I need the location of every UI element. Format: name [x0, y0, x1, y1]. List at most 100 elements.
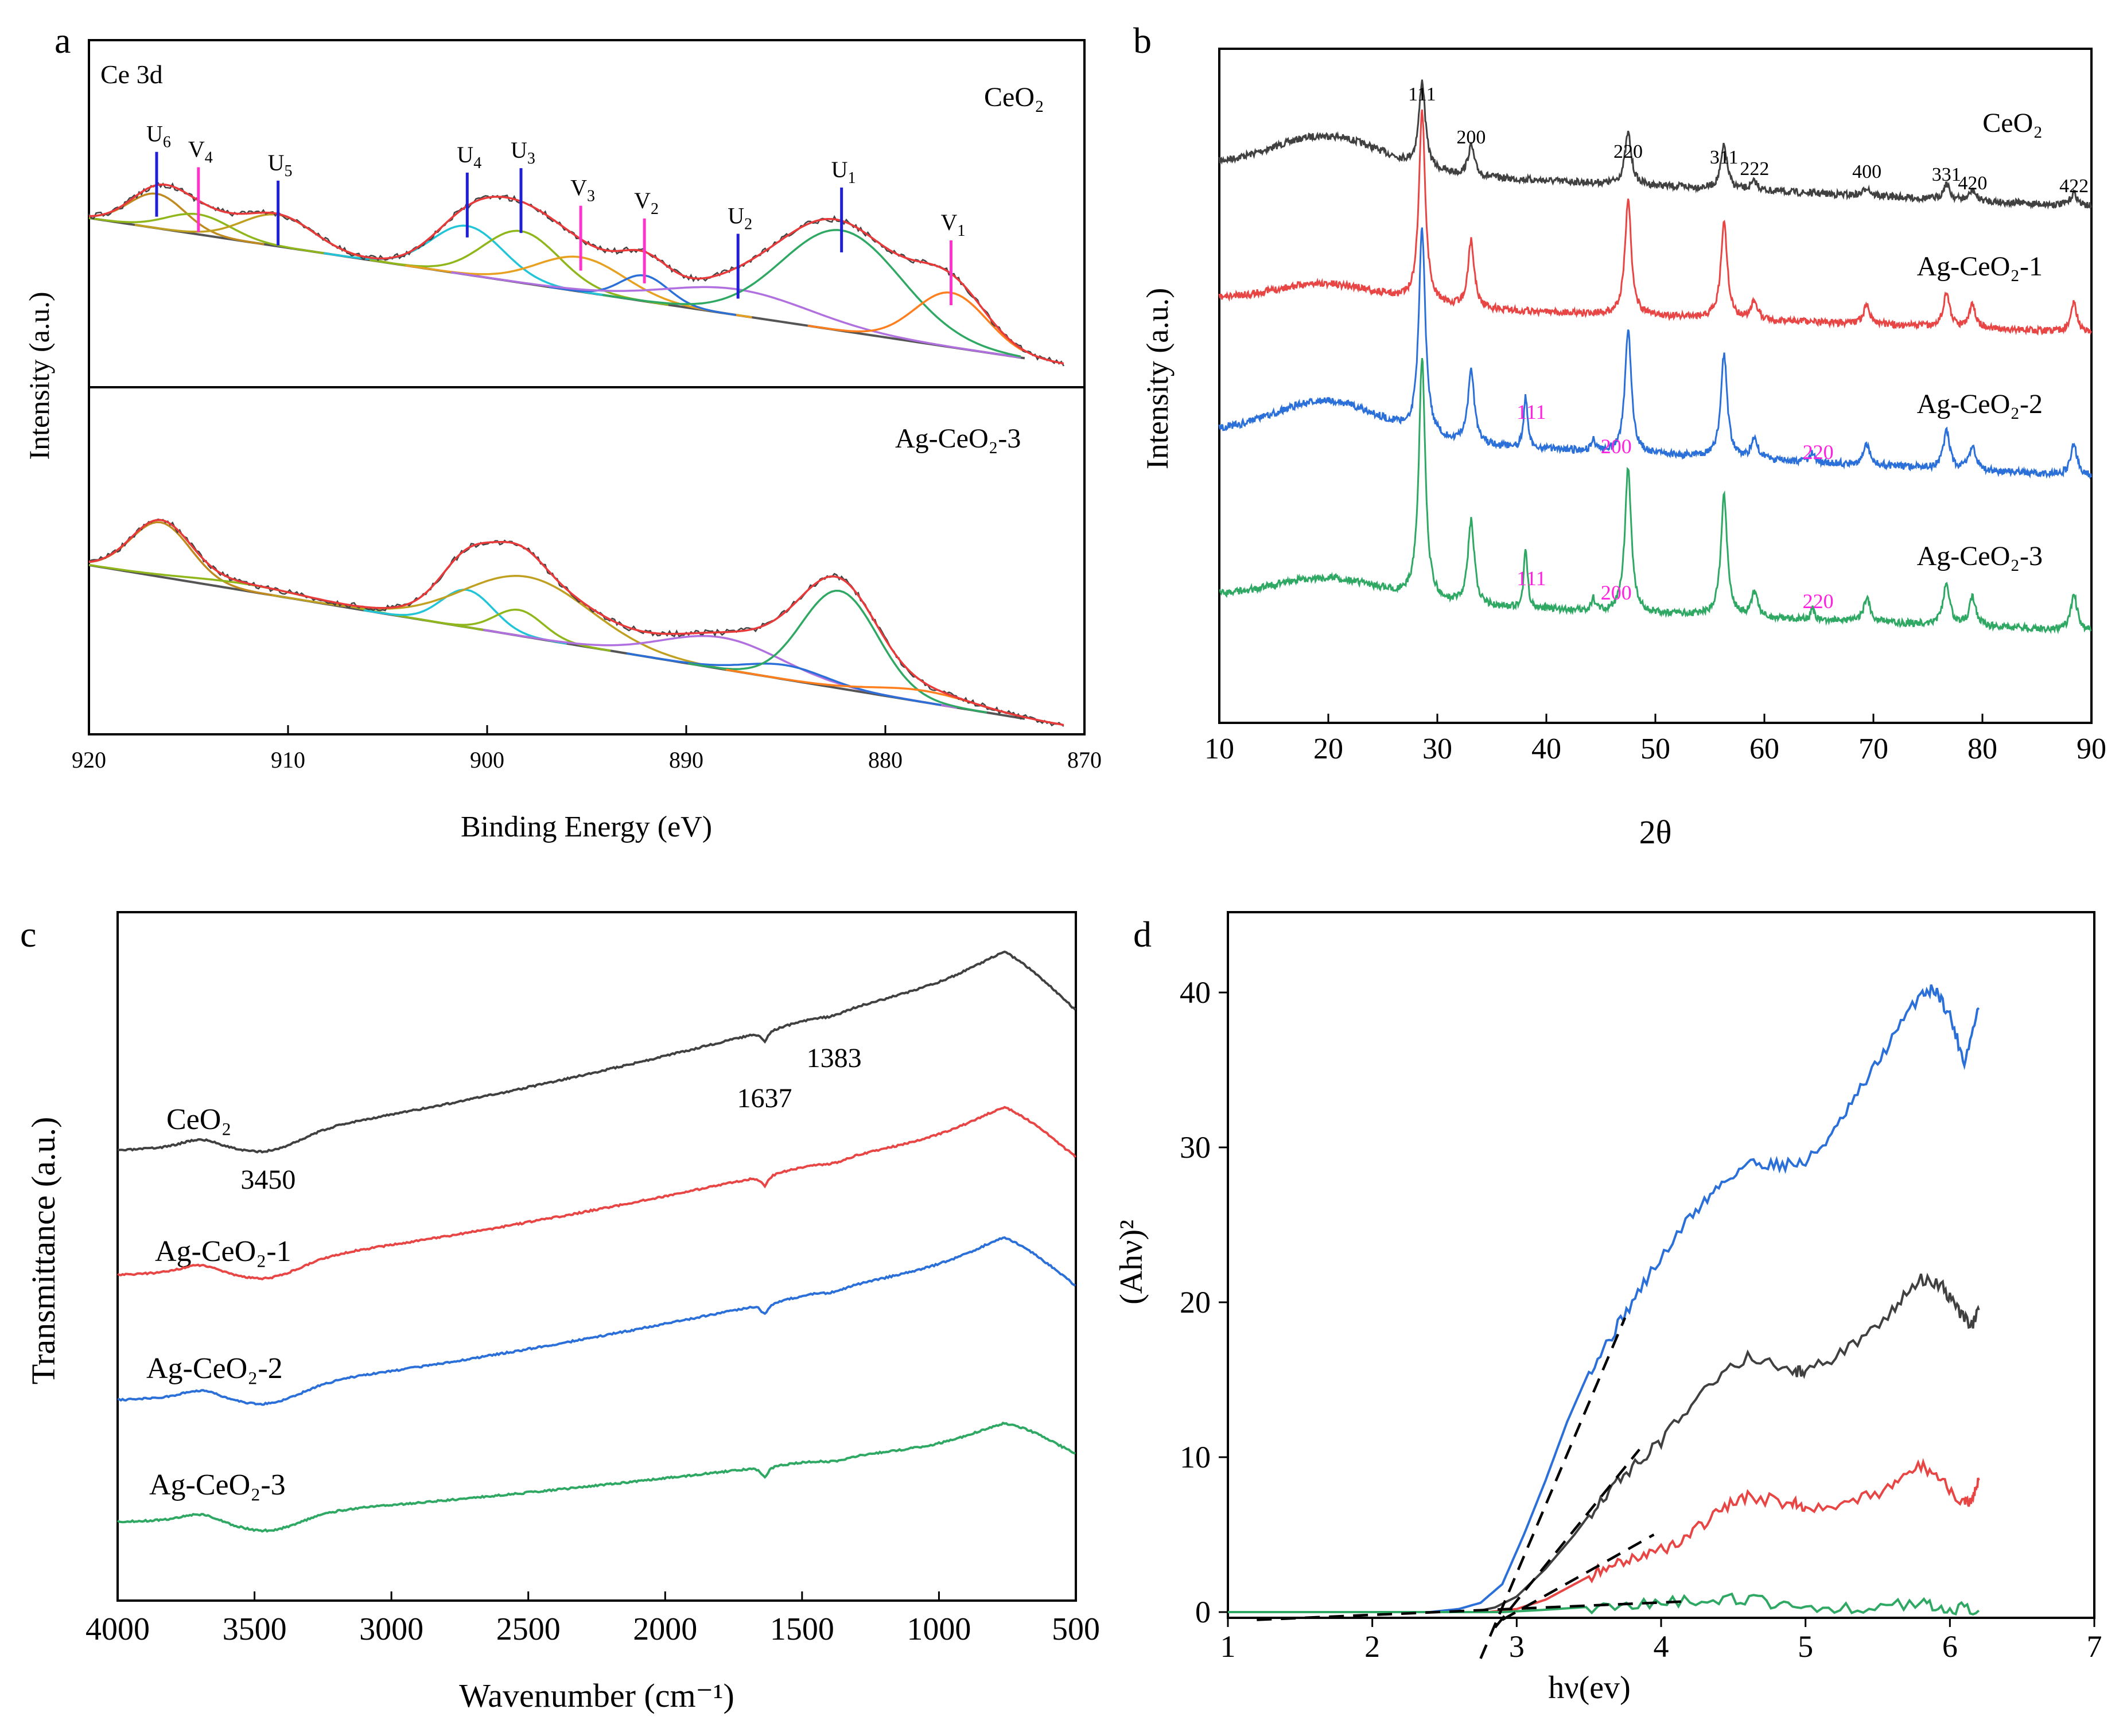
panel-b-series-0: [1218, 79, 2093, 210]
panel-a-bottom-component-7: [688, 589, 987, 714]
panel-b-ag-reflection-label-200: 200: [1601, 435, 1632, 458]
panel-a-top-label: CeO₂: [984, 82, 1044, 112]
panel-b-reflection-label-420: 420: [1958, 173, 1987, 194]
panel-c-x-axis-label: Wavenumber (cm⁻¹): [459, 1677, 734, 1714]
panel-a-peak-label-U5: U5: [268, 150, 293, 180]
panel-d-series-blue: [1228, 984, 1980, 1613]
panel-a-top-raw-data: [88, 182, 1065, 367]
panel-c-frame: [116, 911, 1077, 1602]
panel-a-top-fit-envelope: [88, 183, 1064, 365]
panel-c-series-2: [117, 1236, 1076, 1406]
panel-a-top-component-9: [807, 291, 1024, 352]
panel-c-x-tick-label: 2000: [633, 1612, 697, 1647]
panel-a-peak-label-U6: U6: [146, 121, 171, 151]
panel-b-legend-ag-ceo2-1: Ag-CeO₂-1: [1917, 251, 2043, 282]
panel-a-y-axis-label: Intensity (a.u.): [23, 292, 55, 460]
panel-d-series-green: [1228, 1592, 1980, 1616]
panel-d-y-tick-label: 30: [1180, 1130, 1211, 1165]
panel-b-series-3: [1219, 357, 2092, 635]
panel-d-x-tick-label: 3: [1509, 1629, 1525, 1664]
panel-label-c: c: [20, 914, 36, 955]
panel-d-x-tick-label: 4: [1654, 1629, 1669, 1664]
panel-d-tauc: (Ahν)² hν(ev) 1 2 3 4 5 6 7 0 10 20 30 40: [1114, 911, 2102, 1706]
panel-b-ag-reflection-label-200: 200: [1601, 581, 1632, 604]
panel-d-x-tick-label: 5: [1798, 1629, 1813, 1664]
panel-b-legend-ag-ceo2-3: Ag-CeO₂-3: [1917, 541, 2043, 571]
panel-a-peak-label-V4: V4: [188, 136, 213, 166]
panel-d-series-black: [1228, 1272, 1980, 1613]
panel-d-series-red: [1228, 1458, 1980, 1613]
panel-a-title: Ce 3d: [100, 60, 163, 89]
panel-d-tangent-line-0: [1479, 1317, 1627, 1659]
panel-c-x-tick-label: 500: [1052, 1612, 1100, 1647]
panel-b-reflection-label-220: 220: [1613, 141, 1643, 162]
panel-c-annotation-3450: 3450: [240, 1165, 295, 1195]
panel-a-bottom-raw-data: [88, 518, 1064, 727]
panel-a-top-component-6: [549, 274, 737, 316]
panel-b-x-tick-label: 50: [1640, 733, 1670, 765]
panel-a-x-tick-label: 920: [72, 747, 106, 773]
panel-b-ag-reflection-label-111: 111: [1517, 400, 1546, 423]
panel-b-x-tick-label: 30: [1422, 733, 1452, 765]
panel-d-x-axis-label: hν(ev): [1548, 1670, 1630, 1706]
panel-a-peak-label-V1: V1: [941, 209, 966, 240]
panel-a-bottom-component-6: [626, 652, 942, 706]
panel-d-y-tick-label: 10: [1180, 1440, 1211, 1474]
panel-d-x-tick-label: 1: [1220, 1629, 1236, 1664]
panel-c-annotation-1383: 1383: [807, 1043, 862, 1073]
panel-c-ftir: Transmittance (a.u.) Wavenumber (cm⁻¹) C…: [25, 911, 1100, 1714]
panel-a-bottom-component-2: [363, 589, 567, 645]
panel-a-peak-label-V2: V2: [634, 188, 659, 218]
panel-a-top-component-0: [88, 192, 265, 246]
panel-d-tangent-line-1: [1494, 1449, 1640, 1629]
panel-a-peak-label-U1: U1: [831, 157, 856, 187]
panel-a-peak-label-U2: U2: [728, 203, 752, 233]
panel-c-series-1: [116, 1106, 1076, 1281]
panel-c-x-tick-label: 1000: [907, 1612, 971, 1647]
panel-b-reflection-label-422: 422: [2059, 176, 2089, 197]
panel-a-top-component-1: [88, 212, 324, 255]
panel-a-top-component-4: [370, 229, 669, 306]
panel-b-x-tick-label: 90: [2077, 733, 2106, 765]
panel-b-x-tick-label: 70: [1858, 733, 1888, 765]
panel-d-tangent-line-2: [1502, 1533, 1655, 1621]
panel-b-series-2: [1218, 227, 2093, 480]
panel-a-top-component-8: [602, 229, 1021, 358]
panel-d-frame: [1227, 911, 2095, 1619]
panel-label-d: d: [1133, 914, 1152, 955]
panel-b-ag-reflection-label-220: 220: [1803, 590, 1834, 613]
panel-d-y-tick-label: 20: [1180, 1285, 1211, 1319]
panel-a-bottom-label: Ag-CeO₂-3: [895, 423, 1021, 454]
panel-a-x-tick-label: 910: [271, 747, 305, 773]
panel-b-x-axis-label: 2θ: [1639, 813, 1672, 851]
panel-c-x-tick-label: 3000: [359, 1612, 423, 1647]
panel-c-x-tick-label: 4000: [85, 1612, 150, 1647]
panel-c-annotation-1637: 1637: [737, 1083, 792, 1114]
panel-b-legend-ceo2: CeO₂: [1982, 108, 2043, 138]
panel-b-reflection-label-200: 200: [1456, 127, 1486, 148]
panel-b-xrd: Intensity (a.u.) 2θ CeO₂ Ag-CeO₂-1 Ag-Ce…: [1140, 48, 2106, 851]
panel-b-x-tick-label: 10: [1204, 733, 1234, 765]
panel-a-top-component-7: [451, 271, 1021, 359]
panel-b-x-tick-label: 60: [1749, 733, 1779, 765]
panel-label-a: a: [55, 20, 71, 61]
panel-a-xps: Ce 3d CeO₂ Ag-CeO₂-3 Intensity (a.u.) Bi…: [23, 39, 1102, 843]
panel-b-reflection-label-222: 222: [1740, 158, 1769, 180]
panel-a-bottom-component-3: [271, 575, 778, 679]
panel-c-series-3: [116, 1421, 1076, 1533]
panel-c-y-axis-label: Transmittance (a.u.): [25, 1117, 62, 1385]
panel-c-legend-ag-ceo2-2: Ag-CeO₂-2: [146, 1352, 283, 1385]
panel-b-reflection-label-400: 400: [1852, 161, 1881, 182]
panel-b-x-tick-label: 40: [1531, 733, 1561, 765]
panel-b-series-1: [1218, 109, 2092, 336]
panel-a-bottom-fit-envelope: [88, 519, 1064, 726]
panel-label-b: b: [1133, 20, 1152, 61]
panel-b-y-axis-label: Intensity (a.u.): [1140, 288, 1175, 469]
panel-d-x-tick-label: 7: [2087, 1629, 2102, 1664]
panel-d-x-tick-label: 6: [1942, 1629, 1958, 1664]
panel-b-reflection-label-311: 311: [1710, 147, 1739, 168]
panel-b-ag-reflection-label-111: 111: [1517, 567, 1546, 590]
panel-c-legend-ceo2: CeO₂: [166, 1103, 231, 1136]
panel-c-x-tick-label: 1500: [770, 1612, 834, 1647]
